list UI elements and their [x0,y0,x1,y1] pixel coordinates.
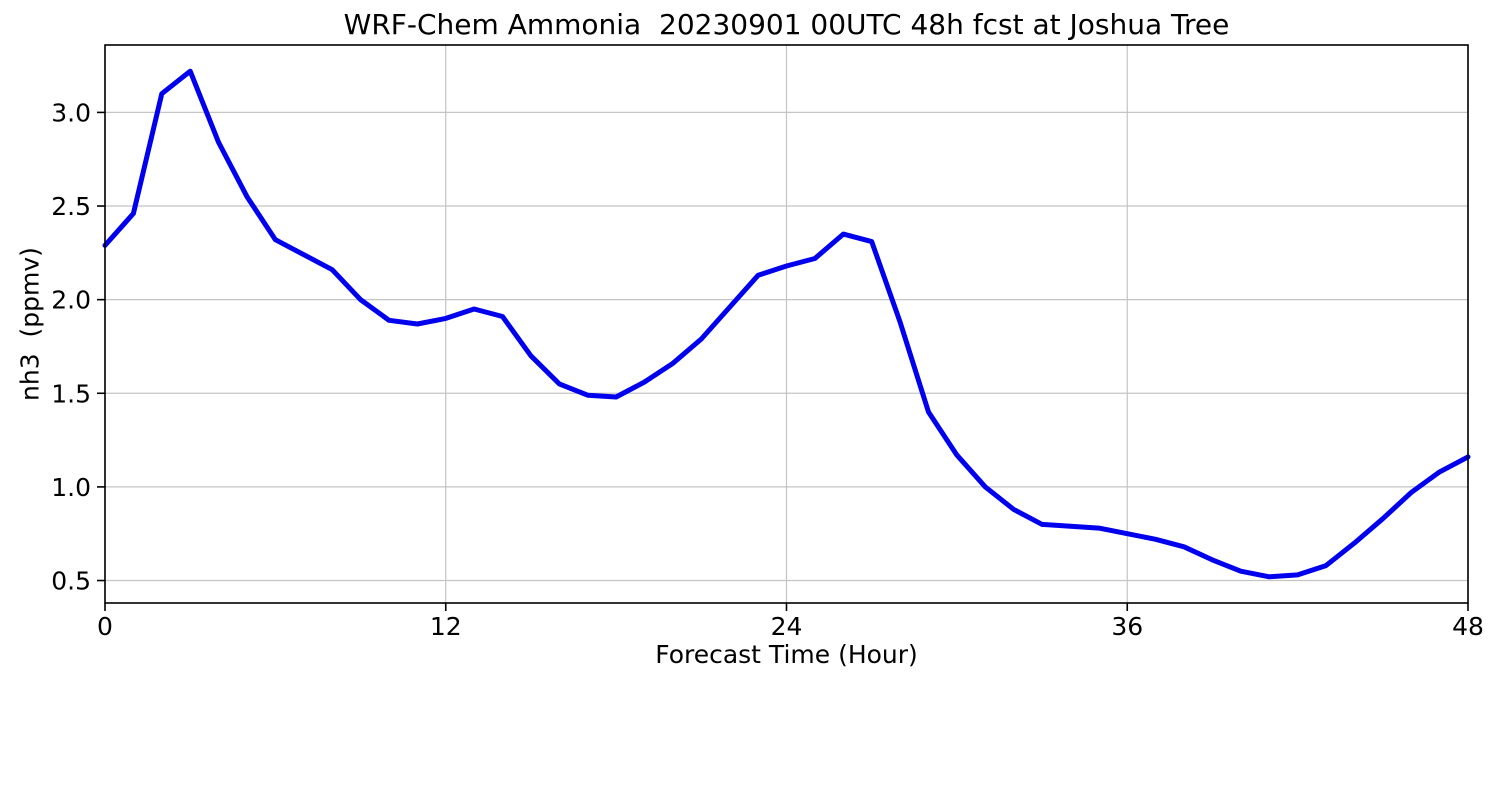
chart-title: WRF-Chem Ammonia 20230901 00UTC 48h fcst… [343,8,1230,41]
nh3-series-line [102,68,1471,580]
y-tick-label: 1.5 [51,379,91,408]
y-tick-label: 0.5 [51,567,91,596]
x-axis-label: Forecast Time (Hour) [655,640,918,669]
x-tick-label: 36 [1111,612,1143,641]
x-tick-label: 0 [97,612,113,641]
y-tick-label: 3.0 [51,98,91,127]
x-tick-label: 24 [771,612,803,641]
y-axis-label: nh3 (ppmv) [15,247,45,401]
x-tick-label: 12 [430,612,462,641]
y-tick-label: 2.5 [51,192,91,221]
y-tick-label: 2.0 [51,286,91,315]
y-tick-label: 1.0 [51,473,91,502]
x-tick-label: 48 [1452,612,1484,641]
